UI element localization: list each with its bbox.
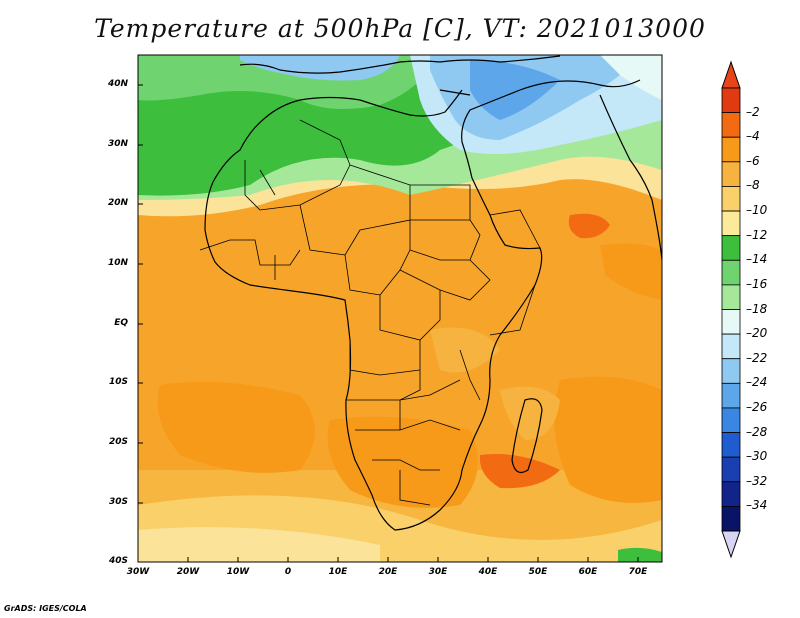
colorbar-label: –4	[746, 129, 760, 144]
colorbar-label: –30	[746, 449, 768, 464]
lon-label: 30W	[126, 567, 150, 577]
lon-label: 70E	[628, 567, 648, 577]
colorbar-swatch	[721, 161, 741, 187]
colorbar-swatch	[721, 407, 741, 433]
colorbar-swatch	[721, 235, 741, 261]
country-borders	[199, 119, 541, 506]
lat-label: 10N	[107, 258, 128, 268]
lat-label: 20S	[108, 437, 128, 447]
colorbar-swatch	[721, 112, 741, 138]
colorbar-swatch	[721, 358, 741, 384]
lat-label: 40N	[107, 79, 128, 89]
colorbar-bottom-arrow	[721, 530, 741, 559]
colorbar-label: –2	[746, 104, 760, 119]
colorbar-label: –32	[746, 473, 768, 488]
colorbar-swatch	[721, 456, 741, 483]
axis-ticks	[137, 84, 639, 563]
colorbar-label: –22	[746, 350, 768, 365]
colorbar-label: –20	[746, 326, 768, 341]
lon-label: 0	[284, 567, 292, 577]
colorbar-label: –12	[746, 227, 768, 242]
colorbar-swatch	[721, 309, 741, 335]
colorbar-label: –24	[746, 375, 768, 390]
lon-label: 50E	[528, 567, 548, 577]
lon-label: 20W	[176, 567, 200, 577]
lat-label: 30N	[107, 139, 128, 149]
colorbar-top-arrow	[721, 60, 741, 89]
colorbar-label: –18	[746, 301, 768, 316]
colorbar-label: –8	[746, 178, 760, 193]
lon-label: 20E	[378, 567, 398, 577]
colorbar-swatch	[721, 333, 741, 360]
lon-label: 10W	[226, 567, 250, 577]
colorbar-label: –10	[746, 203, 768, 218]
lat-label: 10S	[108, 377, 128, 387]
temperature-field	[138, 55, 662, 562]
colorbar-label: –28	[746, 424, 768, 439]
colorbar-label: –34	[746, 498, 768, 513]
colorbar-swatch	[721, 259, 741, 286]
lon-label: 10E	[328, 567, 348, 577]
colorbar-swatch	[721, 382, 741, 409]
colorbar-swatch	[721, 136, 741, 163]
colorbar-swatch	[721, 481, 741, 507]
colorbar-label: –6	[746, 153, 760, 168]
lat-label: 40S	[108, 556, 128, 566]
colorbar-swatch	[721, 186, 741, 212]
colorbar-swatches	[721, 87, 741, 532]
lon-label: 40E	[478, 567, 498, 577]
colorbar	[721, 60, 741, 559]
colorbar-label: –16	[746, 276, 768, 291]
coastline	[204, 55, 662, 531]
colorbar-swatch	[721, 284, 741, 310]
colorbar-label: –26	[746, 399, 768, 414]
colorbar-swatch	[721, 432, 741, 458]
colorbar-swatch	[721, 210, 741, 237]
lon-label: 60E	[578, 567, 598, 577]
map-title: Temperature at 500hPa [C], VT: 202101300…	[94, 14, 706, 43]
lat-label: 20N	[107, 198, 128, 208]
map-frame	[137, 54, 663, 563]
lat-label: EQ	[114, 318, 128, 328]
lon-label: 30E	[428, 567, 448, 577]
lat-label: 30S	[108, 497, 128, 507]
colorbar-swatch	[721, 505, 741, 532]
footer-credit: GrADS: IGES/COLA	[4, 604, 87, 613]
colorbar-label: –14	[746, 252, 768, 267]
colorbar-swatch	[721, 87, 741, 114]
